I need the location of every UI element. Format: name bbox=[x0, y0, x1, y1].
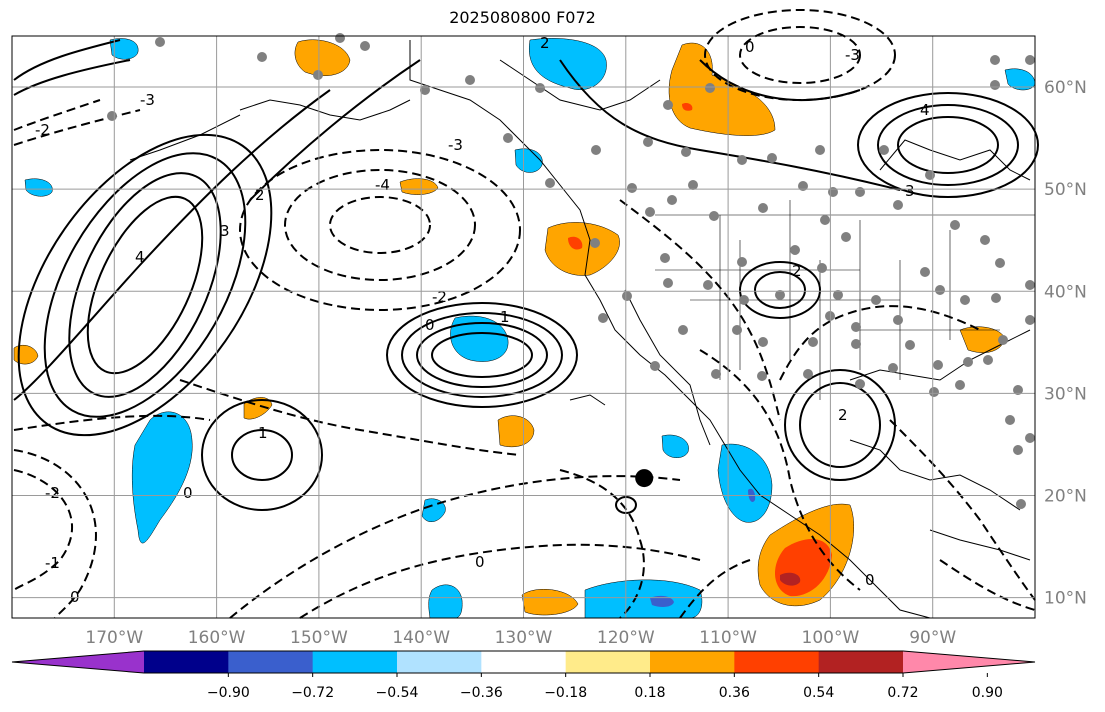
negative-anomaly-patch bbox=[428, 584, 463, 619]
positive-anomaly-patch bbox=[544, 222, 620, 276]
contour-label: 0 bbox=[475, 553, 485, 571]
colorbar-segment bbox=[734, 651, 820, 673]
negative-anomaly-patch bbox=[450, 315, 509, 362]
storm-center-marker bbox=[635, 469, 654, 488]
colorbar-tick-label: −0.72 bbox=[291, 685, 334, 701]
negative-anomaly-patch bbox=[584, 579, 703, 619]
map-title: 2025080800 F072 bbox=[449, 8, 596, 27]
contour-label: -3 bbox=[448, 136, 463, 154]
colorbar-tick-label: 0.36 bbox=[719, 685, 750, 701]
latitude-tick-label: 20°N bbox=[1044, 486, 1087, 506]
contour-label-group: 4 3 2 0 1 -4 -3 -2 -1 -2 3 4 2 2 0 0 0 -… bbox=[35, 34, 930, 606]
positive-anomaly-patch bbox=[682, 102, 693, 111]
contour-label: 3 bbox=[220, 222, 230, 240]
colorbar-tick-label: 0.18 bbox=[634, 685, 665, 701]
colorbar-tick-label: −0.90 bbox=[207, 685, 250, 701]
colorbar-tick-label: −0.54 bbox=[376, 685, 419, 701]
negative-anomaly-patch bbox=[109, 38, 139, 60]
positive-anomaly-patch bbox=[13, 345, 39, 365]
longitude-tick-label: 170°W bbox=[85, 628, 143, 648]
colorbar-tick-label: 0.72 bbox=[887, 685, 918, 701]
positive-anomaly-patch bbox=[568, 236, 583, 250]
contour-label: 0 bbox=[183, 484, 193, 502]
contour-label: 4 bbox=[920, 101, 930, 119]
contour-label: 0 bbox=[745, 38, 755, 56]
colorbar-tick-label: −0.36 bbox=[460, 685, 503, 701]
contour-label: 2 bbox=[792, 262, 802, 280]
colorbar-extend-high bbox=[903, 651, 1035, 673]
positive-anomaly-patch bbox=[780, 572, 801, 586]
positive-anomaly-patch bbox=[668, 42, 776, 136]
colorbar-segment bbox=[818, 651, 904, 673]
longitude-tick-label: 160°W bbox=[188, 628, 246, 648]
colorbar-tick-label: −0.18 bbox=[544, 685, 587, 701]
contour-label: 4 bbox=[135, 248, 145, 266]
colorbar-segment bbox=[481, 651, 567, 673]
positive-anomaly-patch bbox=[497, 415, 535, 448]
negative-anomaly-patch bbox=[661, 434, 689, 458]
latitude-tick-label: 40°N bbox=[1044, 282, 1087, 302]
latitude-tick-label: 10°N bbox=[1044, 589, 1087, 609]
colorbar-segment bbox=[565, 651, 651, 673]
colorbar-segment bbox=[144, 651, 229, 673]
longitude-tick-label: 140°W bbox=[392, 628, 450, 648]
negative-anomaly-patch bbox=[24, 178, 53, 197]
contour-label: 1 bbox=[258, 424, 268, 442]
colorbar-tick-labels: −0.90 −0.72 −0.54 −0.36 −0.18 0.18 0.36 0.54 0.7… bbox=[207, 685, 1003, 701]
negative-anomaly-patch bbox=[717, 443, 773, 523]
contour-label: -4 bbox=[375, 176, 390, 194]
contour-label: -3 bbox=[140, 91, 155, 109]
colorbar-outline bbox=[11, 650, 1036, 674]
negative-anomaly-patch bbox=[514, 148, 543, 173]
negative-anomaly-patch bbox=[421, 498, 446, 523]
contour-label: -2 bbox=[35, 121, 50, 139]
colorbar bbox=[11, 650, 1036, 677]
contour-label: 2 bbox=[540, 34, 550, 52]
colorbar-tick-label: 0.90 bbox=[972, 685, 1003, 701]
contour-label: 0 bbox=[865, 571, 875, 589]
negative-anomaly-patch bbox=[650, 595, 674, 607]
negative-anomaly-patch bbox=[528, 38, 607, 90]
contour-label: 1 bbox=[500, 308, 510, 326]
longitude-tick-label: 120°W bbox=[597, 628, 655, 648]
longitude-tick-label: 100°W bbox=[802, 628, 860, 648]
contour-label: -3 bbox=[845, 46, 860, 64]
negative-anomaly-patch bbox=[131, 411, 193, 544]
contour-label: 2 bbox=[255, 186, 265, 204]
colorbar-segment bbox=[397, 651, 482, 673]
station-points bbox=[107, 33, 1035, 509]
colorbar-tick-label: 0.54 bbox=[803, 685, 834, 701]
colorbar-segment bbox=[312, 651, 398, 673]
contour-label: -2 bbox=[45, 484, 60, 502]
longitude-tick-label: 150°W bbox=[290, 628, 348, 648]
contour-label: 0 bbox=[70, 588, 80, 606]
colorbar-segment bbox=[228, 651, 314, 673]
colorbar-extend-low bbox=[12, 651, 144, 673]
contour-label: 0 bbox=[425, 316, 435, 334]
latitude-tick-label: 60°N bbox=[1044, 78, 1087, 98]
latitude-labels: 60°N 50°N 40°N 30°N 20°N 10°N bbox=[1044, 78, 1087, 609]
contour-label: 2 bbox=[838, 406, 848, 424]
contour-label: -1 bbox=[45, 554, 60, 572]
positive-anomaly-patch bbox=[521, 589, 579, 616]
positive-anomaly-patch bbox=[294, 39, 351, 76]
longitude-tick-label: 90°W bbox=[909, 628, 956, 648]
map-frame bbox=[11, 35, 1036, 619]
contour-label: 3 bbox=[905, 182, 915, 200]
positive-anomaly-patch bbox=[399, 178, 439, 195]
shaded-anomalies bbox=[13, 38, 1036, 619]
map-gridlines bbox=[12, 36, 1035, 618]
contour-label: -2 bbox=[432, 288, 447, 306]
latitude-tick-label: 50°N bbox=[1044, 180, 1087, 200]
longitude-tick-label: 130°W bbox=[495, 628, 553, 648]
longitude-labels: 170°W 160°W 150°W 140°W 130°W 120°W 110°W 100°W… bbox=[85, 628, 956, 648]
longitude-tick-label: 110°W bbox=[699, 628, 757, 648]
latitude-tick-label: 30°N bbox=[1044, 384, 1087, 404]
colorbar-segment bbox=[650, 651, 735, 673]
coastlines bbox=[129, 40, 1031, 619]
